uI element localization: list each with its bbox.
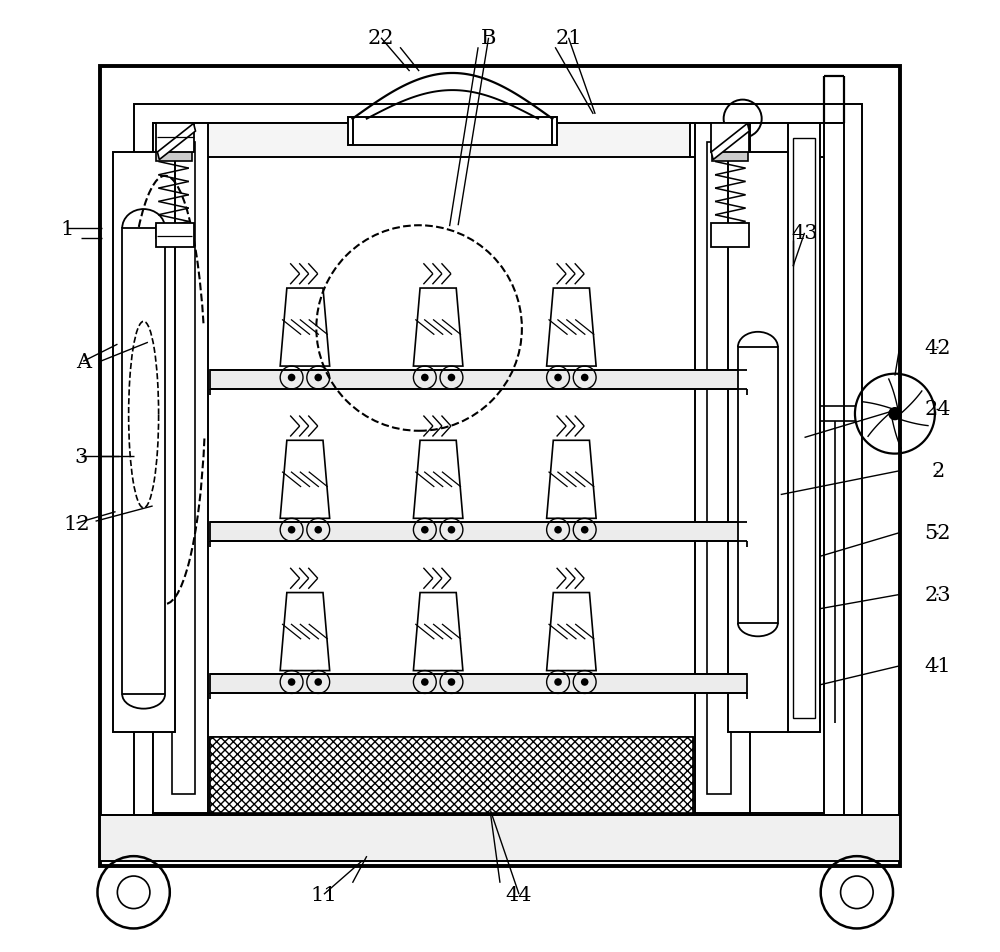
Bar xyxy=(153,125,843,813)
Circle shape xyxy=(581,374,588,382)
Bar xyxy=(100,68,900,865)
Polygon shape xyxy=(413,288,463,367)
Bar xyxy=(172,144,195,795)
Bar xyxy=(113,152,175,733)
Text: 44: 44 xyxy=(506,884,532,903)
Circle shape xyxy=(314,374,322,382)
Bar xyxy=(711,125,749,152)
Bar xyxy=(156,125,194,152)
Circle shape xyxy=(421,679,429,686)
Bar xyxy=(210,523,747,542)
Bar xyxy=(348,118,557,147)
Text: A: A xyxy=(76,352,91,371)
Bar xyxy=(711,224,749,248)
Circle shape xyxy=(581,526,588,534)
Circle shape xyxy=(314,679,322,686)
Bar xyxy=(210,738,693,813)
Polygon shape xyxy=(280,441,330,519)
Circle shape xyxy=(288,374,295,382)
Polygon shape xyxy=(157,125,195,160)
Circle shape xyxy=(554,526,562,534)
Bar xyxy=(788,125,820,733)
Polygon shape xyxy=(711,125,749,160)
Text: 12: 12 xyxy=(63,514,90,533)
Circle shape xyxy=(288,526,295,534)
Text: 43: 43 xyxy=(791,224,818,243)
Circle shape xyxy=(581,679,588,686)
Bar xyxy=(156,224,194,248)
Circle shape xyxy=(288,679,295,686)
Bar xyxy=(156,150,192,162)
Polygon shape xyxy=(280,288,330,367)
Polygon shape xyxy=(547,441,596,519)
Bar xyxy=(712,150,748,162)
Bar xyxy=(134,106,862,832)
Bar xyxy=(712,227,748,238)
Text: 23: 23 xyxy=(924,585,951,605)
Polygon shape xyxy=(547,593,596,671)
Text: 3: 3 xyxy=(75,447,88,466)
Bar xyxy=(824,125,844,823)
Circle shape xyxy=(421,374,429,382)
Text: 11: 11 xyxy=(311,884,337,903)
Bar xyxy=(728,152,790,733)
Bar xyxy=(210,675,747,694)
Bar xyxy=(122,228,165,695)
Polygon shape xyxy=(547,288,596,367)
Bar xyxy=(153,125,690,157)
Circle shape xyxy=(888,407,902,421)
Circle shape xyxy=(448,679,455,686)
Polygon shape xyxy=(413,441,463,519)
Bar xyxy=(156,227,192,238)
Text: 21: 21 xyxy=(555,30,582,49)
Bar xyxy=(695,125,750,813)
Circle shape xyxy=(448,374,455,382)
Bar xyxy=(100,815,900,861)
Bar xyxy=(793,139,815,719)
Polygon shape xyxy=(280,593,330,671)
Circle shape xyxy=(554,374,562,382)
Text: 52: 52 xyxy=(924,524,951,543)
Text: 41: 41 xyxy=(924,657,951,676)
Bar xyxy=(738,347,778,624)
Text: 2: 2 xyxy=(931,462,944,481)
Circle shape xyxy=(554,679,562,686)
Bar xyxy=(153,125,208,813)
Bar xyxy=(210,370,747,389)
Text: B: B xyxy=(481,30,496,49)
Circle shape xyxy=(448,526,455,534)
Text: 1: 1 xyxy=(60,219,74,238)
Polygon shape xyxy=(413,593,463,671)
Text: 22: 22 xyxy=(368,30,394,49)
Bar xyxy=(707,144,731,795)
Bar xyxy=(690,125,843,157)
Circle shape xyxy=(314,526,322,534)
Circle shape xyxy=(421,526,429,534)
Bar xyxy=(210,738,693,813)
Text: 24: 24 xyxy=(924,400,951,419)
Text: 42: 42 xyxy=(924,338,951,357)
